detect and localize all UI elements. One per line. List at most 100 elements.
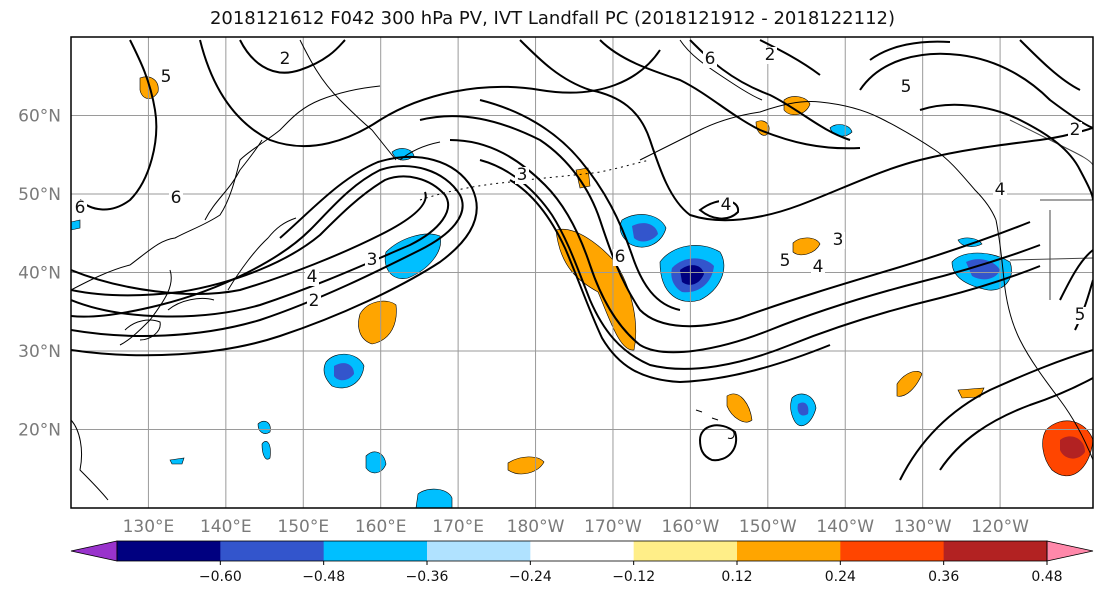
colorbar-extend-high bbox=[1046, 540, 1094, 562]
neg-anomaly-patch bbox=[829, 124, 853, 137]
neg-anomaly-patch bbox=[71, 219, 81, 231]
gridlines bbox=[71, 37, 1093, 508]
contour-label-bg bbox=[73, 200, 87, 217]
colorbar-tick-label: −0.60 bbox=[199, 569, 242, 585]
lon-label: 150°E bbox=[277, 517, 329, 537]
lon-label: 180°W bbox=[507, 517, 565, 537]
contour-label: 4 bbox=[995, 180, 1006, 200]
lon-label: 130°W bbox=[894, 517, 952, 537]
colorbar-swatch bbox=[633, 541, 738, 561]
lat-label: 20°N bbox=[18, 421, 61, 441]
pos-anomaly-patch bbox=[507, 456, 545, 475]
contour-label-bg bbox=[703, 51, 717, 68]
contour-label: 3 bbox=[517, 165, 528, 185]
neg-anomaly-patch-mid bbox=[632, 223, 658, 242]
contour-label-bg bbox=[1068, 122, 1082, 139]
lon-label: 150°W bbox=[739, 517, 797, 537]
colorbar-tick-label: −0.36 bbox=[406, 569, 449, 585]
lon-label: 170°W bbox=[584, 517, 642, 537]
contour-label-bg bbox=[719, 197, 733, 214]
neg-anomaly-patch-mid bbox=[797, 402, 809, 416]
contour-label-bg bbox=[831, 232, 845, 249]
contour-label-bg bbox=[763, 47, 777, 64]
contour-label-bg bbox=[305, 269, 319, 286]
contour-label-bg bbox=[159, 69, 173, 86]
contour-label: 2 bbox=[280, 49, 291, 69]
contour-label-bg bbox=[307, 293, 321, 310]
colorbar-tick-label: 0.48 bbox=[1031, 569, 1062, 585]
contour-label: 6 bbox=[615, 247, 626, 267]
pos-anomaly-patch bbox=[792, 237, 821, 256]
pos-anomaly-patch bbox=[726, 393, 753, 423]
longitude-labels: 130°E 140°E 150°E 160°E 170°E 180°W 170°W 160°W… bbox=[123, 517, 1030, 537]
neg-anomaly-patch bbox=[261, 441, 271, 460]
contour-label: 5 bbox=[161, 67, 172, 87]
colorbar-tick-label: −0.24 bbox=[509, 569, 552, 585]
contour-label: 2 bbox=[1070, 120, 1081, 140]
contour-label: 5 bbox=[1075, 305, 1086, 325]
colorbar: −0.60 −0.48 −0.36 −0.24 −0.12 0.12 0.24 0.36 0.4… bbox=[70, 540, 1094, 585]
contour-label: 2 bbox=[309, 291, 320, 311]
map-title: 2018121612 F042 300 hPa PV, IVT Landfall… bbox=[209, 8, 896, 29]
colorbar-swatch bbox=[220, 541, 325, 561]
contour-label: 4 bbox=[813, 257, 824, 277]
lon-label: 160°E bbox=[355, 517, 407, 537]
pos-anomaly-patch-strong bbox=[1060, 436, 1085, 459]
colorbar-outline bbox=[116, 540, 1048, 562]
colorbar-swatch bbox=[427, 541, 531, 561]
pos-anomaly-patch bbox=[575, 167, 591, 189]
colorbar-swatch bbox=[943, 541, 1048, 561]
contour-label: 6 bbox=[171, 188, 182, 208]
colorbar-extend-low bbox=[70, 540, 118, 562]
colorbar-tick-label: 0.36 bbox=[928, 569, 959, 585]
latitude-labels: 60°N 50°N 40°N 30°N 20°N bbox=[18, 107, 61, 441]
contour-label-bg bbox=[899, 79, 913, 96]
contour-label-bg bbox=[169, 190, 183, 207]
neg-anomaly-patch bbox=[384, 233, 441, 279]
lon-label: 140°W bbox=[816, 517, 874, 537]
colorbar-swatch bbox=[530, 541, 635, 561]
colorbar-swatch bbox=[840, 541, 945, 561]
contour-label-bg bbox=[778, 253, 792, 270]
contour-label-bg bbox=[365, 252, 379, 269]
colorbar-swatch bbox=[117, 541, 221, 561]
neg-anomaly-patch bbox=[257, 420, 271, 434]
contour-label-bg bbox=[1073, 307, 1087, 324]
pos-anomaly-patch bbox=[896, 371, 923, 397]
contour-label-bg bbox=[811, 259, 825, 276]
neg-anomaly-patch-mid bbox=[966, 259, 1000, 280]
lon-label: 130°E bbox=[123, 517, 175, 537]
contour-label: 4 bbox=[721, 195, 732, 215]
contour-label-bg bbox=[278, 51, 292, 68]
map-frame bbox=[70, 36, 1094, 509]
neg-anomaly-patch-strong bbox=[680, 265, 704, 285]
contour-label: 2 bbox=[765, 45, 776, 65]
contour-label-bg bbox=[613, 249, 627, 266]
pos-anomaly-patch bbox=[783, 96, 811, 116]
colorbar-tick-label: 0.24 bbox=[825, 569, 856, 585]
lon-label: 160°W bbox=[662, 517, 720, 537]
contour-label: 5 bbox=[780, 251, 791, 271]
contour-label: 6 bbox=[75, 198, 86, 218]
contour-label: 3 bbox=[833, 230, 844, 250]
contour-label-bg bbox=[515, 167, 529, 184]
neg-anomaly-patch bbox=[365, 451, 387, 474]
lon-label: 170°E bbox=[432, 517, 484, 537]
colorbar-swatch bbox=[323, 541, 428, 561]
contour-label-bg bbox=[993, 182, 1007, 199]
neg-anomaly-patch bbox=[957, 237, 983, 247]
shading-layer bbox=[71, 76, 1093, 508]
lon-label: 120°W bbox=[971, 517, 1029, 537]
pos-anomaly-patch bbox=[358, 300, 397, 345]
lon-label: 140°E bbox=[200, 517, 252, 537]
lat-label: 50°N bbox=[18, 185, 61, 205]
neg-anomaly-patch bbox=[415, 488, 453, 508]
colorbar-tick-label: −0.48 bbox=[302, 569, 345, 585]
neg-anomaly-patch bbox=[169, 457, 185, 465]
lat-label: 40°N bbox=[18, 264, 61, 284]
lat-label: 30°N bbox=[18, 342, 61, 362]
colorbar-tick-label: −0.12 bbox=[612, 569, 655, 585]
neg-anomaly-patch-mid bbox=[334, 363, 354, 381]
